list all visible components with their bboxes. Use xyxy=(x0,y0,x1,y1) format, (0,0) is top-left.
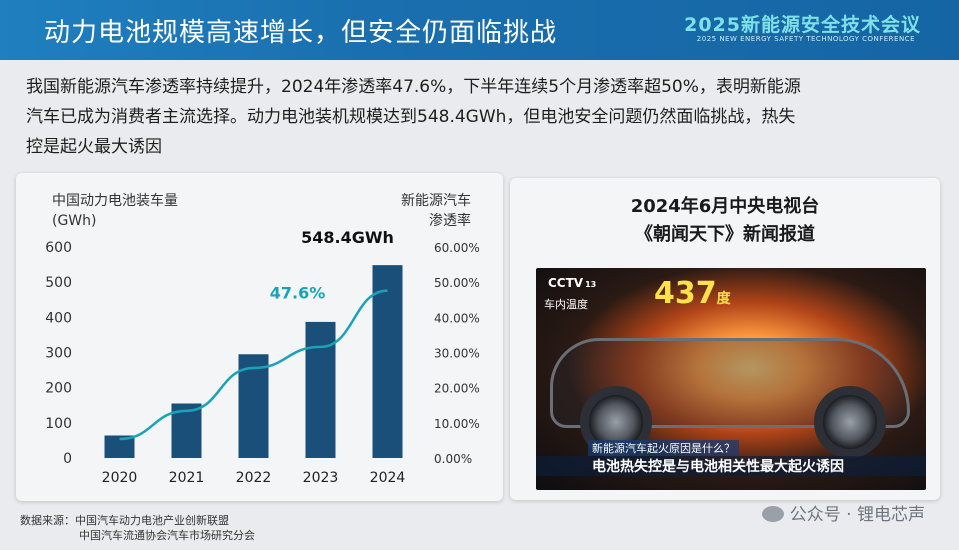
right-axis-label-line-2: 渗透率 xyxy=(429,212,471,229)
rear-wheel xyxy=(814,386,886,458)
x-tick-label: 2024 xyxy=(370,470,406,486)
right-axis-label-line-1: 新能源汽车 xyxy=(401,192,471,209)
right-tick-label: 40.00% xyxy=(434,311,480,325)
left-axis-label-line-1: 中国动力电池装车量 xyxy=(52,192,178,209)
slide-title: 动力电池规模高速增长，但安全仍面临挑战 xyxy=(44,18,558,48)
bar xyxy=(305,321,336,458)
right-tick-label: 20.00% xyxy=(434,382,480,396)
bar xyxy=(238,354,269,458)
left-tick-label: 400 xyxy=(45,310,72,326)
x-tick-label: 2020 xyxy=(102,470,138,486)
right-axis-ticks: 0.00% 10.00% 20.00% 30.00% 40.00% 50.00% 60.00… xyxy=(434,241,480,466)
slide-header: 动力电池规模高速增长，但安全仍面临挑战 2025新能源安全技术会议 2025 N… xyxy=(0,0,959,60)
left-tick-label: 300 xyxy=(45,346,72,362)
left-axis-label-line-2: (GWh) xyxy=(52,213,97,229)
caption-main: 电池热失控是与电池相关性最大起火诱因 xyxy=(536,456,926,476)
cctv-logo: CCTV 13 xyxy=(548,276,596,290)
watermark-text: 公众号 · 锂电芯声 xyxy=(789,505,925,525)
cctv-channel: 13 xyxy=(585,280,597,289)
news-card: 2024年6月中央电视台 《朝闻天下》新闻报道 CCTV 13 车内温度 437度… xyxy=(510,178,940,500)
battery-penetration-chart: 中国动力电池装车量 (GWh) 新能源汽车 渗透率 0 100 200 300 400 5… xyxy=(45,192,480,486)
bar xyxy=(104,435,135,458)
x-tick-label: 2022 xyxy=(236,470,272,486)
right-tick-label: 0.00% xyxy=(434,452,472,466)
x-axis-ticks: 2020 2021 2022 2023 2024 xyxy=(102,470,406,486)
x-tick-label: 2021 xyxy=(169,470,205,486)
right-tick-label: 60.00% xyxy=(434,241,480,255)
temperature-unit: 度 xyxy=(716,291,731,307)
line-value-annotation: 47.6% xyxy=(270,284,326,303)
left-axis-ticks: 0 100 200 300 400 500 600 xyxy=(45,240,72,467)
cctv-logo-text: CCTV xyxy=(548,276,584,290)
source-label: 数据来源： xyxy=(20,514,75,527)
line-series xyxy=(119,289,388,441)
source-line-1: 中国汽车动力电池产业创新联盟 xyxy=(75,514,229,527)
right-tick-label: 10.00% xyxy=(434,417,480,431)
x-tick-label: 2023 xyxy=(303,470,339,486)
left-tick-label: 0 xyxy=(63,451,72,467)
chart-card: 中国动力电池装车量 (GWh) 新能源汽车 渗透率 0 100 200 300 400 5… xyxy=(16,173,503,501)
temperature-number: 437 xyxy=(654,276,717,311)
conference-title: 2025新能源安全技术会议 xyxy=(684,14,921,36)
intro-line-2: 汽车已成为消费者主流选择。动力电池装机规模达到548.4GWh，但电池安全问题仍… xyxy=(26,107,796,127)
left-tick-label: 500 xyxy=(45,275,72,291)
fire-test-photo: CCTV 13 车内温度 437度 新能源汽车起火原因是什么？ 电池热失控是与电池… xyxy=(536,268,926,490)
bar-value-annotation: 548.4GWh xyxy=(301,228,394,247)
news-title-line-2: 《朝闻天下》新闻报道 xyxy=(635,224,815,245)
left-tick-label: 100 xyxy=(45,416,72,432)
watermark: 公众号 · 锂电芯声 xyxy=(761,500,925,525)
temperature-label: 车内温度 xyxy=(544,298,588,311)
wechat-icon xyxy=(761,506,784,522)
left-tick-label: 200 xyxy=(45,381,72,397)
left-tick-label: 600 xyxy=(45,240,72,256)
data-source: 数据来源：中国汽车动力电池产业创新联盟 中国汽车流通协会汽车市场研究分会 xyxy=(20,513,255,543)
right-tick-label: 30.00% xyxy=(434,347,480,361)
intro-paragraph: 我国新能源汽车渗透率持续提升，2024年渗透率47.6%，下半年连续5个月渗透率… xyxy=(26,72,946,162)
right-tick-label: 50.00% xyxy=(434,276,480,290)
source-line-2: 中国汽车流通协会汽车市场研究分会 xyxy=(79,529,255,542)
bar xyxy=(372,265,403,458)
intro-line-1: 我国新能源汽车渗透率持续提升，2024年渗透率47.6%，下半年连续5个月渗透率… xyxy=(26,77,801,97)
intro-line-3: 控是起火最大诱因 xyxy=(26,137,162,157)
conference-subtitle: 2025 NEW ENERGY SAFETY TECHNOLOGY CONFER… xyxy=(696,35,915,43)
temperature-value: 437度 xyxy=(654,276,731,311)
news-title-line-1: 2024年6月中央电视台 xyxy=(630,196,820,217)
caption-question: 新能源汽车起火原因是什么？ xyxy=(588,440,739,456)
